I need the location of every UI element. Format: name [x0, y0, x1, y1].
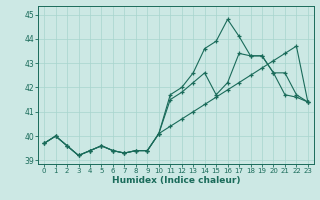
X-axis label: Humidex (Indice chaleur): Humidex (Indice chaleur): [112, 176, 240, 185]
